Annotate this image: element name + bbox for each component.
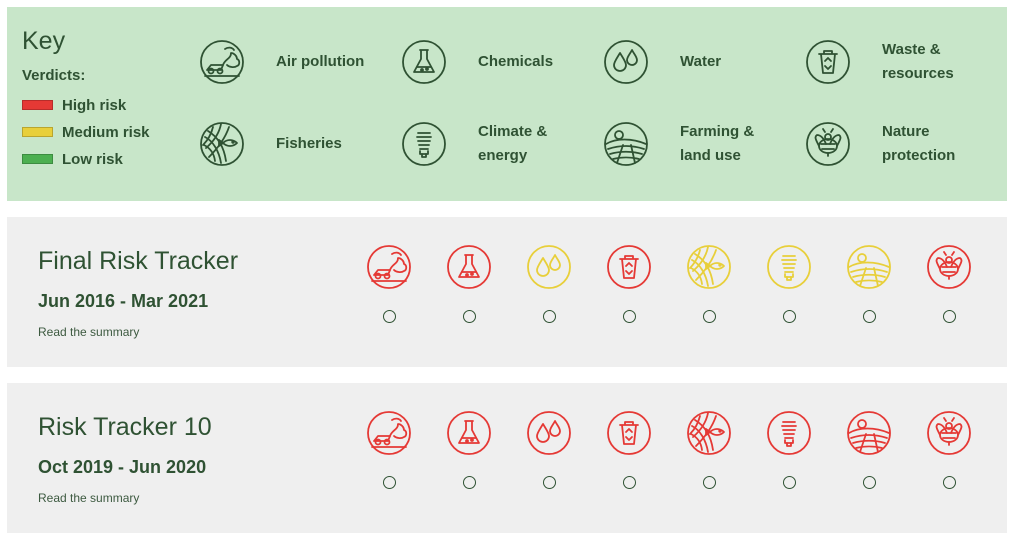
water-icon [526,410,572,456]
medium-risk-swatch [22,127,53,137]
read-summary-link[interactable]: Read the summary [38,325,140,339]
key-item-chemicals: Chemicals [401,37,601,87]
verdict-radio[interactable] [943,476,956,489]
water-icon [603,39,649,85]
chemicals-icon [446,410,492,456]
key-item-label: Air pollution [276,53,365,70]
verdict-radio[interactable] [623,310,636,323]
air-pollution-icon [366,244,412,290]
key-item-nature-protection: Nature protection [805,119,1005,169]
verdict-radio[interactable] [383,476,396,489]
verdict-radio[interactable] [463,310,476,323]
verdict-radio[interactable] [783,476,796,489]
air-pollution-icon [199,39,245,85]
tracker-card: Risk Tracker 10 Oct 2019 - Jun 2020 Read… [7,383,1007,533]
nature-icon [805,121,851,167]
verdict-radio[interactable] [863,310,876,323]
verdict-radio[interactable] [783,310,796,323]
waste-icon [805,39,851,85]
verdicts-label: Verdicts: [22,67,86,84]
verdict-low-risk: Low risk [22,149,123,169]
verdict-radio[interactable] [863,476,876,489]
tracker-card: Final Risk Tracker Jun 2016 - Mar 2021 R… [7,217,1007,367]
waste-icon [606,410,652,456]
key-item-label: Farming & land use [680,123,755,164]
farming-icon [603,121,649,167]
key-item-label: Fisheries [276,135,342,152]
nature-icon [926,410,972,456]
read-summary-link[interactable]: Read the summary [38,491,140,505]
verdict-radio[interactable] [543,476,556,489]
key-item-label: Chemicals [478,53,554,70]
tracker-period: Oct 2019 - Jun 2020 [38,457,207,477]
verdict-high-risk: High risk [22,95,126,115]
key-item-farming-land-use: Farming & land use [603,119,803,169]
verdict-label: High risk [62,96,127,114]
verdict-radio[interactable] [703,476,716,489]
verdict-radio[interactable] [623,476,636,489]
nature-icon [926,244,972,290]
fisheries-icon [199,121,245,167]
verdict-radio[interactable] [703,310,716,323]
fisheries-icon [686,410,732,456]
verdict-radio[interactable] [463,476,476,489]
tracker-title: Risk Tracker 10 [38,413,212,441]
chemicals-icon [446,244,492,290]
key-panel: Key Verdicts: High risk Medium risk Low … [7,7,1007,201]
key-item-label: Waste & resources [882,41,954,82]
fisheries-icon [686,244,732,290]
farming-icon [846,410,892,456]
verdict-medium-risk: Medium risk [22,122,150,142]
climate-icon [766,410,812,456]
water-icon [526,244,572,290]
key-item-climate-energy: Climate & energy [401,119,601,169]
verdict-radio[interactable] [943,310,956,323]
key-item-label: Nature protection [882,123,956,164]
waste-icon [606,244,652,290]
key-item-air-pollution: Air pollution [199,37,399,87]
chemicals-icon [401,39,447,85]
verdict-label: Medium risk [62,123,150,141]
climate-icon [401,121,447,167]
key-title: Key [22,27,66,55]
climate-icon [766,244,812,290]
key-item-water: Water [603,37,803,87]
key-item-label: Water [680,53,722,70]
tracker-period: Jun 2016 - Mar 2021 [38,291,209,311]
verdict-radio[interactable] [383,310,396,323]
key-item-fisheries: Fisheries [199,119,399,169]
low-risk-swatch [22,154,53,164]
verdict-radio[interactable] [543,310,556,323]
high-risk-swatch [22,100,53,110]
key-item-waste-resources: Waste & resources [805,37,1005,87]
verdict-label: Low risk [62,150,123,168]
key-item-label: Climate & energy [478,123,548,164]
tracker-title: Final Risk Tracker [38,247,239,275]
air-pollution-icon [366,410,412,456]
farming-icon [846,244,892,290]
